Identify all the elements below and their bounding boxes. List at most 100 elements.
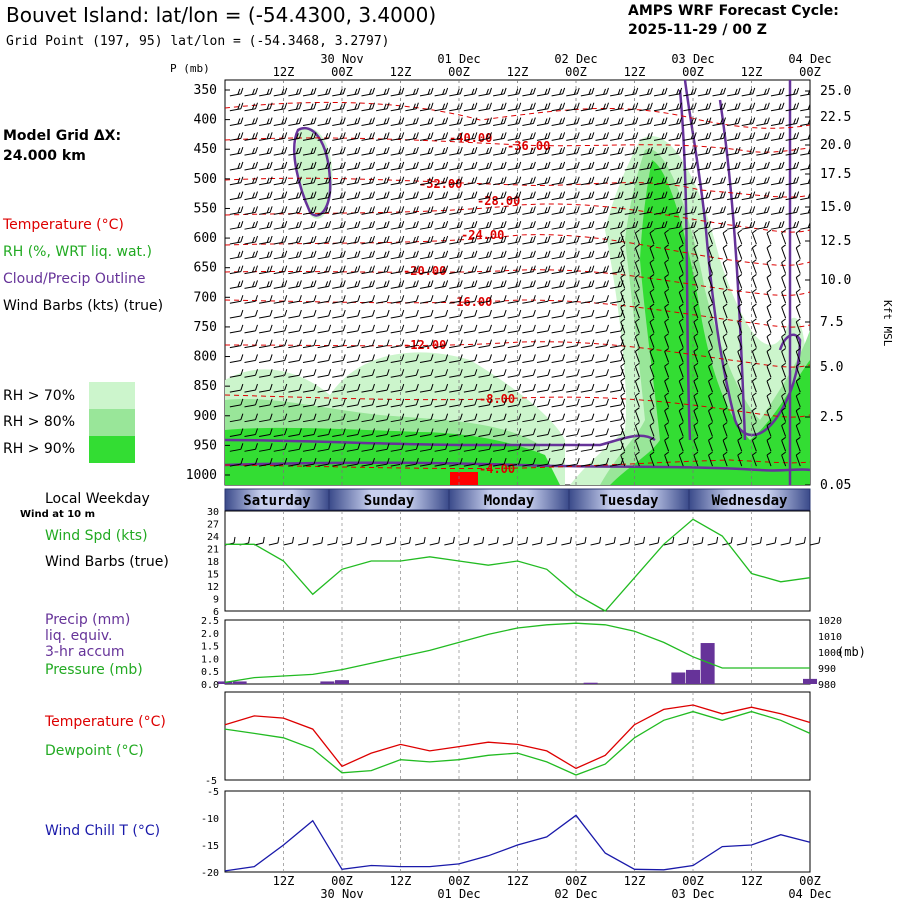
wind-barb [302,221,317,230]
wind-barb [288,176,302,186]
wind-barb [507,428,522,437]
wind-barb [434,413,449,423]
wind-barb [478,132,492,141]
wind-barb [756,146,770,156]
wind-barb [536,250,551,260]
surface-wind-barb [458,536,470,546]
wind-barb [595,280,609,289]
wind-barb [580,176,595,186]
wind-barb [273,383,288,393]
wind-barb [580,369,595,378]
wind-barb [390,309,405,319]
wind-barb [288,324,302,334]
wind-barb [634,288,640,304]
wind-barb [766,303,772,319]
wind-barb [302,117,317,127]
wind-barb [332,413,346,423]
wind-barb [781,451,787,467]
wind-barb [766,274,772,289]
surface-wind-barb [341,536,353,546]
time-hour-label: 00Z [682,65,704,79]
wind-barb [722,436,728,452]
wind-barb [800,88,810,97]
time-hour-label: 12Z [624,874,646,888]
wind-barb [346,280,361,289]
wind-barb [317,191,332,201]
wind-barb [693,288,699,304]
wind-barb [405,87,419,97]
wind-barb [376,265,390,275]
wind-barb [634,377,640,393]
wind-barb [536,206,551,215]
wind-barb [332,295,346,304]
wind-barb [390,369,405,378]
rh-swatch-90 [89,436,135,463]
wind-barb [419,235,434,245]
wind-barb [273,398,288,408]
wind-barb [302,176,317,186]
wind-barb [620,392,626,408]
height-axis: 25.0 22.5 20.0 17.5 15.0 12.5 10.0 7.5 5.0 2.5 0.0… [805,84,851,493]
wind-barb [795,318,801,334]
wind-barb [678,259,684,274]
wind-barb [478,413,492,423]
wind-barb [766,318,772,334]
wind-barb [566,191,580,201]
wind-barb [434,443,449,452]
height-tick-label: 0.05 [820,478,851,493]
time-gridlines [283,80,752,485]
wind-barb [795,392,801,408]
wind-barb [317,235,332,245]
wind-barb [693,333,699,348]
wind-barb [522,457,536,467]
wind-barb [781,362,787,378]
wind-barb [229,235,244,245]
wind-barb [781,259,787,274]
wind-barb [678,436,684,452]
wind-barb [697,206,712,215]
time-hour-label: 00Z [565,65,587,79]
wind-barb [507,161,522,171]
wind-barb [697,161,712,171]
legend-wind: Wind Barbs (kts) (true) [3,298,164,314]
surface-wind-barb [356,536,368,546]
wind-barb [536,369,551,378]
wind-barb [766,333,772,348]
wind-barb [722,392,728,408]
wind-barb [229,102,244,112]
wind-barb [229,265,244,275]
wind-barb [551,146,566,156]
wind-barb [785,132,800,141]
wind-barb [478,250,492,260]
wind-barb [493,383,507,393]
isotherm-label: -40.00 [449,131,492,145]
wind-barb [795,407,801,422]
wind-barb [419,413,434,423]
wind-barb [405,235,419,245]
wind-barb [800,103,810,112]
wind-barb [302,443,317,452]
wind-barb [273,354,288,363]
wind-barb [405,117,419,127]
pressure-line [224,622,810,684]
wind-barb [751,244,757,259]
wind-barb [610,383,624,393]
wind-barb [751,259,757,274]
wind-barb [781,288,787,304]
wind-barb [522,339,536,349]
wind-barb [478,295,492,304]
wind-barb [766,229,772,245]
wind-barb [434,265,449,275]
wind-barb [302,265,317,275]
wind-speed-tick: 9 [213,595,219,606]
wind-barb [288,339,302,349]
wind-barb [244,428,258,437]
wind-barb [634,259,640,274]
wind-barb [493,280,507,289]
wind-barb [376,87,390,97]
wind-barb [493,354,507,363]
wind-barb [620,244,626,259]
wind-barb [653,221,668,230]
wind-barb [493,413,507,423]
wind-barb [664,303,670,319]
